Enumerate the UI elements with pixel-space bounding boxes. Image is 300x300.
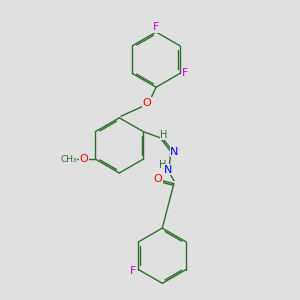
Text: N: N [164, 165, 172, 175]
Text: H: H [159, 160, 166, 170]
Text: CH₃: CH₃ [60, 155, 77, 164]
Text: F: F [182, 68, 189, 78]
Text: N: N [170, 146, 179, 157]
Text: O: O [142, 98, 151, 107]
Text: H: H [160, 130, 167, 140]
Text: O: O [154, 174, 162, 184]
Text: O: O [80, 154, 88, 164]
Text: F: F [153, 22, 159, 32]
Text: F: F [130, 266, 136, 276]
